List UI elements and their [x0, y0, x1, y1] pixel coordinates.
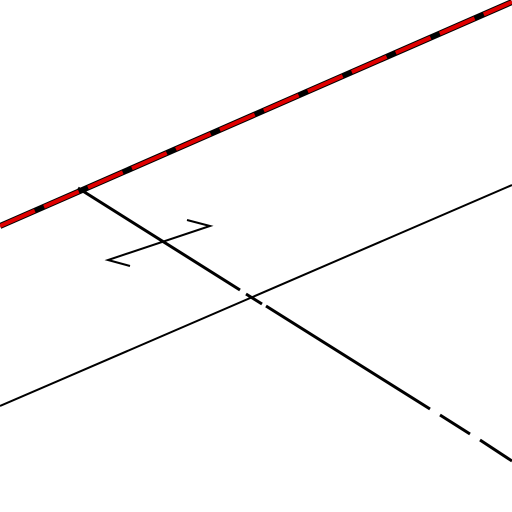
- symbol: [104, 219, 214, 267]
- dash-segment: [479, 438, 512, 463]
- highlight-dash: [0, 0, 512, 228]
- dash-segment: [245, 292, 263, 306]
- thin-line: [0, 184, 512, 407]
- solid-segment: [265, 304, 431, 411]
- dash-segment: [439, 413, 471, 436]
- solid-segment: [77, 186, 241, 292]
